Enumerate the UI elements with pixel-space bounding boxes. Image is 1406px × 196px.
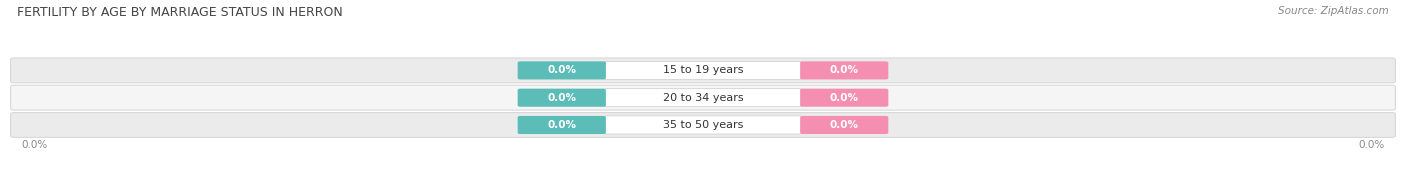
Text: 20 to 34 years: 20 to 34 years	[662, 93, 744, 103]
Text: 0.0%: 0.0%	[547, 65, 576, 75]
Text: 15 to 19 years: 15 to 19 years	[662, 65, 744, 75]
FancyBboxPatch shape	[800, 116, 889, 134]
FancyBboxPatch shape	[603, 116, 803, 134]
FancyBboxPatch shape	[517, 116, 606, 134]
Text: FERTILITY BY AGE BY MARRIAGE STATUS IN HERRON: FERTILITY BY AGE BY MARRIAGE STATUS IN H…	[17, 6, 343, 19]
FancyBboxPatch shape	[517, 61, 606, 79]
FancyBboxPatch shape	[603, 89, 803, 107]
Text: 0.0%: 0.0%	[547, 120, 576, 130]
Text: 0.0%: 0.0%	[1358, 140, 1385, 150]
Text: 0.0%: 0.0%	[830, 120, 859, 130]
FancyBboxPatch shape	[11, 85, 1395, 110]
FancyBboxPatch shape	[11, 58, 1395, 83]
Text: 0.0%: 0.0%	[830, 65, 859, 75]
FancyBboxPatch shape	[800, 61, 889, 79]
Text: 0.0%: 0.0%	[547, 93, 576, 103]
Text: 0.0%: 0.0%	[830, 93, 859, 103]
Text: Source: ZipAtlas.com: Source: ZipAtlas.com	[1278, 6, 1389, 16]
FancyBboxPatch shape	[11, 113, 1395, 137]
Text: 0.0%: 0.0%	[21, 140, 48, 150]
Text: 35 to 50 years: 35 to 50 years	[662, 120, 744, 130]
FancyBboxPatch shape	[800, 89, 889, 107]
FancyBboxPatch shape	[603, 61, 803, 79]
FancyBboxPatch shape	[517, 89, 606, 107]
